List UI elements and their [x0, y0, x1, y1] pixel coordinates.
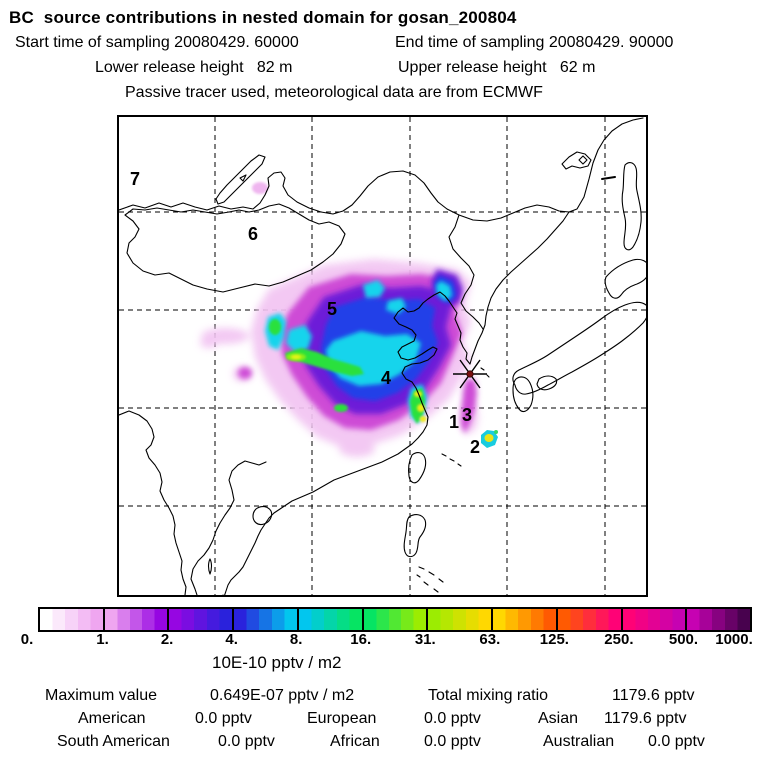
gulf-of-thailand-coast — [190, 460, 267, 595]
colorbar — [38, 607, 752, 632]
colorbar-tick-16: 16. — [350, 631, 372, 648]
amur-limán-dash — [601, 176, 616, 180]
baikal-mark — [239, 174, 247, 182]
okhotsk-islet — [578, 155, 588, 165]
colorbar-tick-0: 0. — [20, 631, 34, 648]
lower-release-text: Lower release height 82 m — [95, 59, 293, 76]
colorbar-segment-3 — [234, 609, 299, 630]
sampling-end-text: End time of sampling 20080429. 90000 — [395, 34, 674, 51]
colorbar-segment-6 — [428, 609, 494, 630]
region-label-asian: Asian — [538, 710, 579, 727]
total-ratio-label: Total mixing ratio — [428, 687, 549, 704]
region-label-european: European — [307, 710, 377, 727]
plume-yellow-layer — [286, 353, 427, 422]
region-value-australian: 0.0 pptv — [648, 733, 705, 750]
region-label-australian: Australian — [543, 733, 615, 750]
region-value-south-american: 0.0 pptv — [218, 733, 275, 750]
region-label-african: African — [330, 733, 380, 750]
region-value-european: 0.0 pptv — [424, 710, 481, 727]
colorbar-tick-125: 125. — [539, 631, 569, 648]
total-ratio-number: 1179.6 pptv — [612, 687, 695, 704]
colorbar-segment-4 — [298, 609, 364, 630]
ne-china-line — [448, 214, 484, 330]
trajectory-day-3: 3 — [461, 405, 473, 426]
trajectory-day-7: 7 — [129, 169, 141, 190]
hainan-island — [252, 506, 273, 526]
hokkaido-island — [604, 258, 646, 299]
max-value-label: Maximum value — [45, 687, 158, 704]
plume-baikal-patch — [252, 182, 268, 194]
isolated-spot-near-day2 — [481, 430, 498, 448]
colorbar-segment-10 — [687, 609, 751, 630]
trajectory-day-2: 2 — [469, 437, 481, 458]
trajectory-day-6: 6 — [247, 224, 259, 245]
colorbar-tick-63: 63. — [479, 631, 501, 648]
colorbar-tick-4: 4. — [225, 631, 238, 648]
sakhalin-island — [621, 162, 642, 251]
tracer-note-text: Passive tracer used, meteorological data… — [125, 84, 543, 101]
shikoku-island — [536, 375, 558, 391]
colorbar-segment-5 — [363, 609, 429, 630]
trajectory-day-5: 5 — [326, 299, 338, 320]
colorbar-segment-0 — [40, 609, 105, 630]
sampling-start-text: Start time of sampling 20080429. 60000 — [15, 34, 299, 51]
colorbar-tick-1000: 1000. — [715, 631, 753, 648]
coastlines — [119, 117, 646, 595]
colorbar-unit-label: 10E-10 pptv / m2 — [212, 653, 342, 672]
primorye-korea-east-coast — [469, 211, 570, 365]
colorbar-segment-2 — [169, 609, 235, 630]
colorbar-segment-9 — [622, 609, 688, 630]
lake-baikal — [215, 154, 266, 205]
colorbar-tick-250: 250. — [604, 631, 634, 648]
colorbar-tick-500: 500. — [668, 631, 699, 648]
plume-green-layer — [269, 319, 425, 424]
russia-coast — [119, 117, 644, 222]
map-canvas — [119, 117, 646, 595]
okhotsk-coast-detail — [561, 151, 592, 170]
taiwan-island — [408, 452, 427, 484]
colorbar-segment-8 — [557, 609, 623, 630]
region-label-south-american: South American — [57, 733, 170, 750]
max-value-number: 0.649E-07 pptv / m2 — [210, 687, 355, 704]
mongolia-border — [124, 203, 346, 293]
region-value-american: 0.0 pptv — [195, 710, 252, 727]
tsushima-islets — [480, 367, 490, 378]
colorbar-segment-7 — [493, 609, 558, 630]
trajectory-day-4: 4 — [380, 368, 392, 389]
honshu-island — [512, 301, 646, 395]
ryukyu-islets — [441, 453, 462, 467]
upper-release-text: Upper release height 62 m — [398, 59, 596, 76]
colorbar-tick-8: 8. — [289, 631, 303, 648]
luzon-island — [403, 514, 427, 558]
visayas-islets — [416, 566, 444, 593]
kyushu-island — [512, 376, 534, 413]
receptor-star-marker — [453, 359, 487, 389]
colorbar-tick-1: 1. — [96, 631, 109, 648]
colorbar-segment-1 — [104, 609, 170, 630]
region-value-asian: 1179.6 pptv — [604, 710, 687, 727]
andaman-islet — [207, 558, 213, 575]
korea-west-china-coast — [222, 291, 471, 595]
region-value-african: 0.0 pptv — [424, 733, 481, 750]
indochina-west-coast — [119, 410, 187, 595]
region-label-american: American — [78, 710, 146, 727]
trajectory-day-1: 1 — [448, 412, 460, 433]
colorbar-tick-31: 31. — [414, 631, 436, 648]
colorbar-tick-2: 2. — [160, 631, 174, 648]
page-title: BC source contributions in nested domain… — [9, 8, 517, 27]
